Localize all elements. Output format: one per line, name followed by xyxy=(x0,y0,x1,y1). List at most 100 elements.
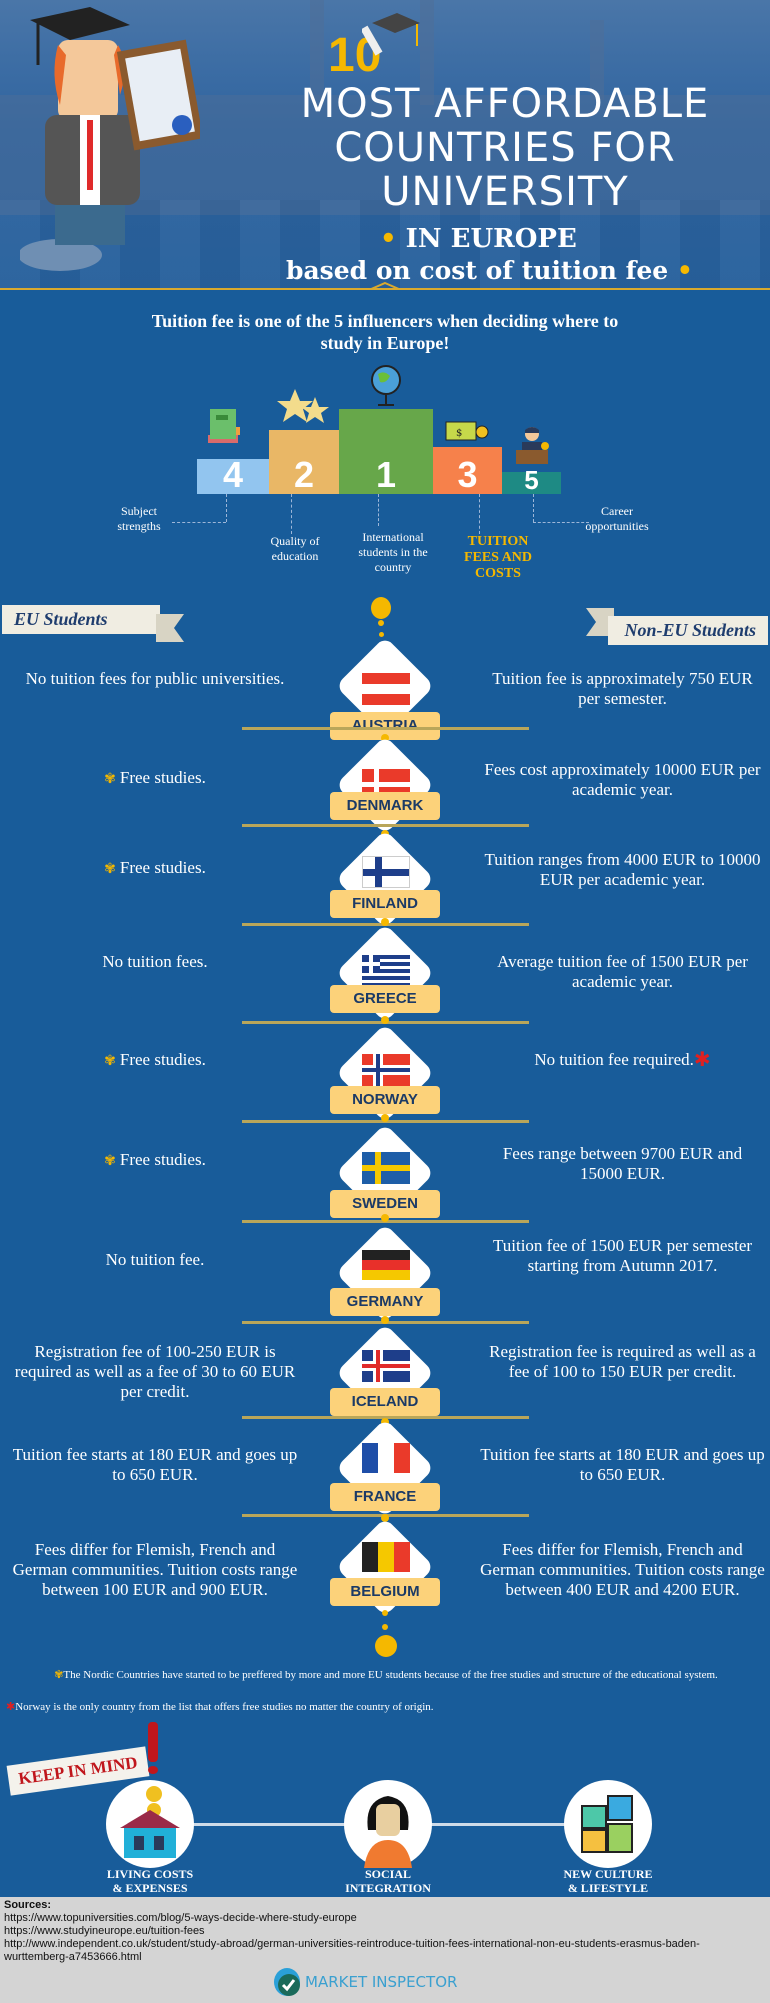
puzzle-icon xyxy=(581,1795,633,1853)
ribbon-tail xyxy=(156,614,184,642)
leader-line xyxy=(172,522,226,523)
non-eu-students-ribbon: Non-EU Students xyxy=(608,616,768,645)
austria-flag-icon xyxy=(362,673,410,705)
subtitle-region-text: IN EUROPE xyxy=(405,224,577,254)
subtitle-region: • IN EUROPE xyxy=(380,224,577,254)
nordic-star-icon: ✾ xyxy=(104,1054,116,1069)
leader-line xyxy=(533,494,534,522)
source-link[interactable]: http://www.independent.co.uk/student/stu… xyxy=(4,1938,700,1963)
influencer-label-highlight: TUITION FEES AND COSTS xyxy=(463,534,533,581)
label-line: SOCIAL xyxy=(364,1867,411,1881)
ribbon-tail xyxy=(586,608,614,636)
label-line: LIVING COSTS xyxy=(106,1867,194,1881)
timeline-dot xyxy=(381,1316,389,1324)
nordic-star-icon: ✾ xyxy=(104,772,116,787)
podium-step-5: 5 xyxy=(502,465,561,495)
non-eu-fee-text: Tuition fee is approximately 750 EUR per… xyxy=(492,669,753,708)
label-line: NEW CULTURE xyxy=(563,1867,653,1881)
eu-fee-value: Free studies. xyxy=(119,768,206,787)
person-icon xyxy=(364,1796,412,1868)
country-label: GREECE xyxy=(330,985,440,1013)
subtitle-basis: based on cost of tuition fee • xyxy=(286,256,693,285)
row-divider xyxy=(242,824,529,827)
sweden-flag-icon xyxy=(362,1152,410,1184)
eu-fee-text: ✾ Free studies. xyxy=(10,858,300,880)
eu-fee-text: ✾ Free studies. xyxy=(10,768,300,790)
timeline-dot xyxy=(378,620,384,626)
intro-text: Tuition fee is one of the 5 influencers … xyxy=(151,311,619,353)
graduate-character-icon xyxy=(20,7,200,271)
non-eu-fee-text: Fees differ for Flemish, French and Germ… xyxy=(480,1540,765,1599)
label-line: & LIFESTYLE xyxy=(567,1881,649,1895)
norway-footnote-text: Norway is the only country from the list… xyxy=(15,1701,434,1713)
timeline-dot xyxy=(381,918,389,926)
eu-students-heading: EU Students xyxy=(14,609,108,629)
sources-section: Sources: https://www.topuniversities.com… xyxy=(0,1897,770,2003)
country-label: GERMANY xyxy=(330,1288,440,1316)
brand-logo: MARKET INSPECTOR xyxy=(272,1967,457,1997)
source-link[interactable]: https://www.topuniversities.com/blog/5-w… xyxy=(4,1912,357,1924)
stars-icon xyxy=(277,389,329,423)
podium-step-2: 2 xyxy=(269,430,339,495)
new-culture-circle xyxy=(564,1780,652,1868)
tower-shape xyxy=(590,20,604,100)
norway-footnote: ✱Norway is the only country from the lis… xyxy=(6,1700,766,1714)
timeline-dot xyxy=(381,1114,389,1122)
influencer-label: Subject strengths xyxy=(117,504,161,533)
sources-heading: Sources: xyxy=(4,1899,52,1911)
country-label: NORWAY xyxy=(330,1086,440,1114)
speaker-icon xyxy=(516,427,549,464)
title-line: UNIVERSITY xyxy=(381,169,629,215)
non-eu-fee-text: Fees range between 9700 EUR and 15000 EU… xyxy=(502,1144,743,1183)
bullet-dot: • xyxy=(668,256,693,285)
page-title: MOST AFFORDABLE COUNTRIES FOR UNIVERSITY xyxy=(270,82,740,214)
non-eu-fee-text: Registration fee is required as well as … xyxy=(489,1342,756,1381)
rank-number: 5 xyxy=(524,465,539,495)
leader-line xyxy=(291,494,292,534)
globe-icon xyxy=(371,365,401,406)
divider xyxy=(0,288,770,290)
timeline-dot xyxy=(381,1214,389,1222)
title-line: MOST AFFORDABLE xyxy=(300,81,710,127)
country-label: FINLAND xyxy=(330,890,440,918)
eu-fee-text: Tuition fee starts at 180 EUR and goes u… xyxy=(12,1445,298,1484)
influencer-label: International students in the country xyxy=(358,530,428,574)
country-label: FRANCE xyxy=(330,1483,440,1511)
non-eu-fee-text: Tuition fee of 1500 EUR per semester sta… xyxy=(492,1236,753,1275)
title-line: COUNTRIES FOR xyxy=(334,125,676,171)
eu-fee-value: Free studies. xyxy=(119,1150,206,1169)
eu-fee-value: Free studies. xyxy=(119,858,206,877)
country-label: ICELAND xyxy=(330,1388,440,1416)
eu-fee-text: Fees differ for Flemish, French and Germ… xyxy=(12,1540,298,1599)
checkmark-logo-icon xyxy=(274,1968,300,1996)
house-coin-icon xyxy=(120,1786,180,1858)
timeline-dot xyxy=(382,1610,388,1616)
non-eu-fee-text: Fees cost approximately 10000 EUR per ac… xyxy=(484,760,761,799)
source-link[interactable]: https://www.studyineurope.eu/tuition-fee… xyxy=(4,1925,205,1937)
label-line: & EXPENSES xyxy=(112,1881,188,1895)
influencer-label: Quality of education xyxy=(270,534,320,563)
eu-fee-text: ✾ Free studies. xyxy=(10,1150,300,1172)
row-divider xyxy=(242,1416,529,1419)
tower-shape xyxy=(310,0,324,100)
greece-flag-icon xyxy=(362,955,410,987)
norway-asterisk-icon: ✱ xyxy=(693,1049,711,1071)
rank-number: 3 xyxy=(457,454,478,495)
germany-flag-icon xyxy=(362,1250,410,1280)
non-eu-fee-value: No tuition fee required. xyxy=(534,1050,694,1069)
podium-step-4: 4 xyxy=(197,454,269,495)
brand-name: MARKET INSPECTOR xyxy=(305,1973,458,1991)
norway-flag-icon xyxy=(362,1054,410,1086)
rank-number: 2 xyxy=(293,454,315,495)
graduation-cap-icon xyxy=(362,13,420,56)
eu-fee-text: ✾ Free studies. xyxy=(10,1050,300,1072)
eu-fee-text: No tuition fees. xyxy=(102,952,208,971)
finland-flag-icon xyxy=(362,856,410,888)
non-eu-fee-text: Average tuition fee of 1500 EUR per acad… xyxy=(497,952,748,991)
timeline-dot xyxy=(382,1624,388,1630)
leader-line xyxy=(226,494,227,522)
row-divider xyxy=(242,727,529,730)
exclamation-icon xyxy=(148,1722,158,1762)
hero-banner: 10 MOST AFFORDABLE COUNTRIES FOR UNIVERS… xyxy=(0,0,770,290)
podium-step-1: 1 xyxy=(339,409,433,495)
